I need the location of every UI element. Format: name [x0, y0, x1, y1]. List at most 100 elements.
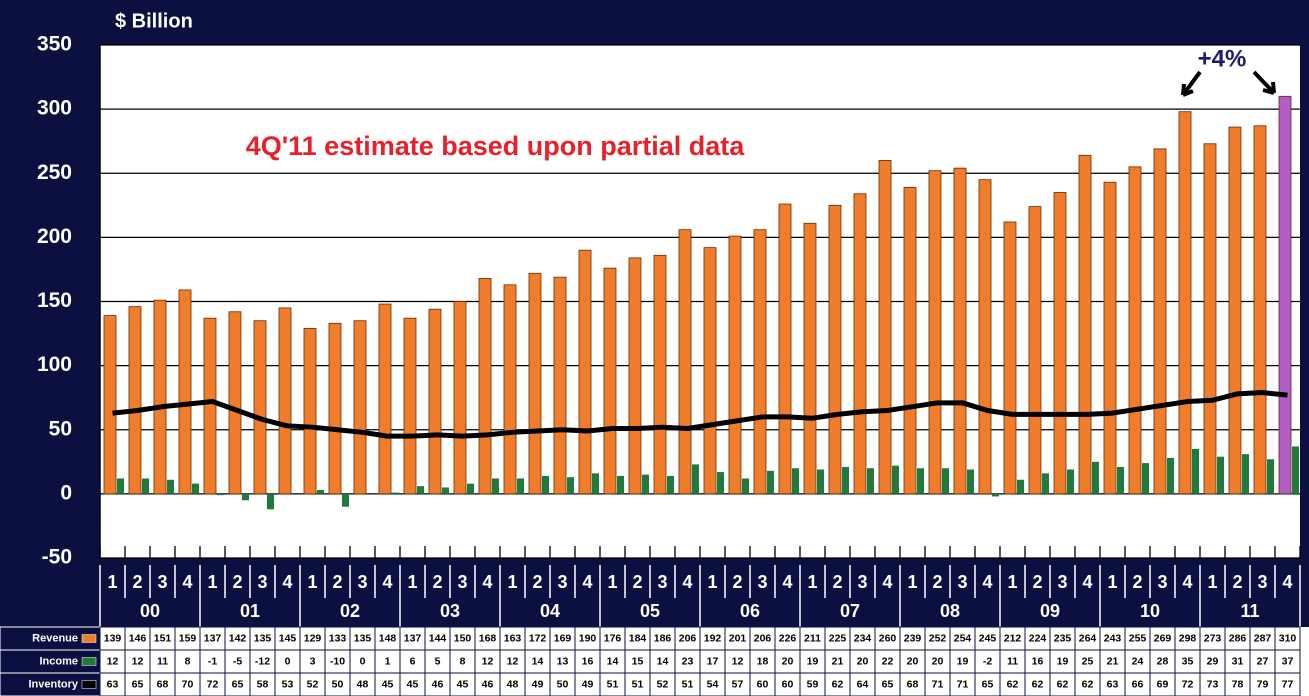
cell-value: 146	[129, 632, 147, 644]
x-tick-label: 4	[582, 572, 592, 592]
cell	[1274, 672, 1301, 696]
x-tick-label: 1	[907, 572, 917, 592]
cell-value: 31	[1232, 655, 1244, 667]
cell-value: -2	[983, 655, 992, 667]
revenue-bar	[1128, 166, 1142, 495]
income-bar	[892, 465, 899, 494]
cell-value: 20	[932, 655, 944, 667]
cell-value: 148	[379, 632, 397, 644]
x-tick-label: 1	[807, 572, 817, 592]
income-bar	[867, 468, 874, 494]
cell-value: 21	[1107, 655, 1119, 667]
cell-value: 66	[1132, 678, 1144, 690]
arrow	[1181, 70, 1202, 97]
cell-value: 260	[879, 632, 897, 644]
cell-value: 46	[432, 678, 444, 690]
revenue-bar	[1203, 143, 1217, 495]
cell-value: 22	[882, 655, 894, 667]
revenue-bar	[778, 203, 792, 495]
revenue-bar	[578, 249, 592, 495]
cell-value: 206	[679, 632, 697, 644]
revenue-bar	[1278, 95, 1292, 495]
cell-value: 37	[1282, 655, 1294, 667]
cell-value: 6	[410, 655, 416, 667]
revenue-bar	[503, 284, 517, 495]
table-bg	[0, 627, 1309, 696]
cell-value: 206	[754, 632, 772, 644]
cell-value: 224	[1029, 632, 1047, 644]
revenue-bar	[303, 328, 317, 495]
cell-value: 72	[207, 678, 219, 690]
cell-value: 286	[1229, 632, 1247, 644]
x-tick-label: 2	[632, 572, 642, 592]
cell-value: 20	[782, 655, 794, 667]
legend-swatch	[81, 680, 97, 689]
revenue-bar	[653, 254, 667, 495]
year-label: 03	[440, 601, 460, 621]
y-tick-label: 250	[37, 161, 72, 184]
cell-value: 14	[657, 655, 669, 667]
revenue-bar	[953, 167, 967, 495]
year-label: 10	[1140, 601, 1160, 621]
income-bar	[192, 483, 199, 494]
revenue-bar	[878, 160, 892, 495]
cell-value: 28	[1157, 655, 1169, 667]
cell-value: 49	[532, 678, 544, 690]
x-tick-label: 1	[1007, 572, 1017, 592]
y-tick-label: 150	[37, 289, 72, 312]
income-bar	[617, 475, 624, 494]
year-label: 01	[240, 601, 260, 621]
year-label: 04	[540, 601, 560, 621]
cell-value: 287	[1254, 632, 1272, 644]
x-tick-label: 2	[432, 572, 442, 592]
cell-value: 17	[707, 655, 719, 667]
cell-value: 20	[907, 655, 919, 667]
cell-value: 159	[179, 632, 197, 644]
y-tick-label: 300	[37, 97, 72, 120]
cell-value: -5	[233, 655, 242, 667]
income-bar	[317, 490, 324, 494]
annotation: 4Q'11 estimate based upon partial data	[246, 131, 746, 161]
x-tick-label: 4	[1082, 572, 1092, 592]
revenue-bar	[628, 257, 642, 495]
cell-value: 16	[1032, 655, 1044, 667]
inventory-line	[112, 390, 1288, 439]
cell-value: 150	[454, 632, 472, 644]
x-tick-label: 4	[382, 572, 392, 592]
cell-value: 65	[882, 678, 894, 690]
cell-value: 29	[1207, 655, 1219, 667]
cell-value: 68	[157, 678, 169, 690]
cell-value: 225	[829, 632, 847, 644]
cell-value: 68	[907, 678, 919, 690]
x-tick-label: 2	[732, 572, 742, 592]
cell-value: 239	[904, 632, 922, 644]
cell-value: 273	[1204, 632, 1222, 644]
cell-value: 184	[629, 632, 647, 644]
income-bar	[142, 478, 149, 494]
income-bar	[567, 477, 574, 494]
x-tick-label: 1	[607, 572, 617, 592]
legend-label: Inventory	[28, 678, 78, 690]
cell-value: 62	[1007, 678, 1019, 690]
legend-swatch	[81, 634, 97, 643]
revenue-bar	[1228, 126, 1242, 495]
cell-value: 172	[529, 632, 547, 644]
x-tick-label: 4	[282, 572, 292, 592]
y-tick-label: -50	[42, 546, 72, 569]
income-bar	[392, 492, 399, 494]
cell-value: 129	[304, 632, 322, 644]
year-label: 08	[940, 601, 960, 621]
cell-value: 12	[107, 655, 119, 667]
cell-value: 8	[460, 655, 466, 667]
x-tick-label: 1	[107, 572, 117, 592]
x-tick-label: 3	[1257, 572, 1267, 592]
revenue-bar	[803, 222, 817, 495]
income-bar	[1042, 473, 1049, 494]
cell-value: 62	[1032, 678, 1044, 690]
revenue-bar	[1103, 181, 1117, 495]
revenue-bar	[703, 247, 717, 495]
cell-value: 52	[307, 678, 319, 690]
cell-value: 70	[182, 678, 194, 690]
cell-value: 310	[1279, 632, 1297, 644]
